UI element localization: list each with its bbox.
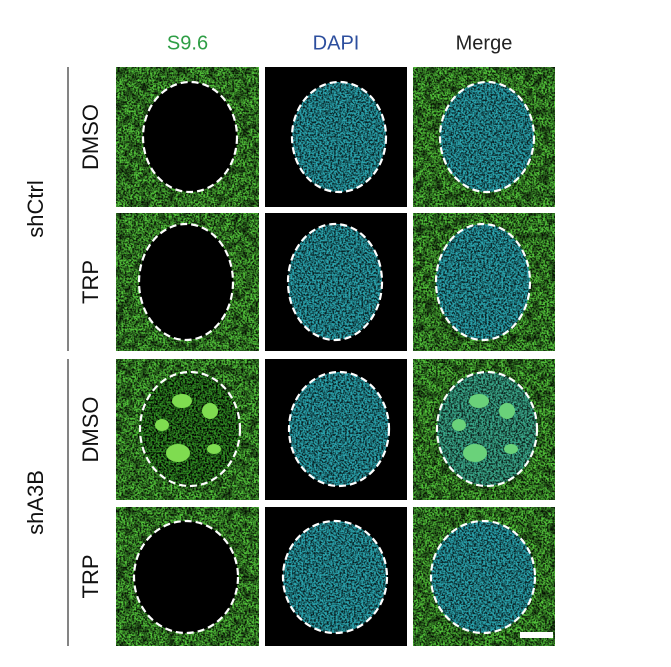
- row-label: TRP: [78, 260, 103, 304]
- nucleus-texture: [289, 372, 389, 486]
- rna-dna-foci: [202, 403, 218, 419]
- rna-dna-foci: [172, 394, 192, 408]
- nucleus-outline: [281, 519, 389, 635]
- micrograph-panel: [413, 67, 555, 207]
- nucleus-outline: [438, 80, 536, 194]
- micrograph-panel: [413, 359, 555, 500]
- nucleus-texture: [431, 521, 535, 633]
- group-label: shCtrl: [23, 180, 48, 237]
- nucleus-outline: [435, 370, 539, 488]
- column-header: Merge: [456, 32, 513, 54]
- nucleus-texture: [436, 224, 530, 340]
- nucleus-texture: [292, 82, 386, 192]
- micrograph-panel: [265, 507, 407, 646]
- scale-bar: [520, 632, 553, 638]
- micrograph-panel: [116, 213, 259, 351]
- rna-dna-foci: [207, 444, 221, 454]
- micrograph-panel: [116, 507, 259, 646]
- rna-dna-foci: [166, 444, 190, 462]
- micrograph-panel: [413, 213, 555, 351]
- row-label: DMSO: [78, 104, 103, 170]
- micrograph-panel: [413, 507, 555, 646]
- nucleus-outline: [290, 80, 388, 194]
- column-header: DAPI: [313, 32, 360, 54]
- nucleus: [134, 521, 238, 633]
- micrograph-panel: [265, 67, 407, 207]
- nucleus-outline: [132, 519, 240, 635]
- nucleus-outline: [137, 222, 235, 342]
- nucleus-texture: [283, 521, 387, 633]
- nucleus-outline: [287, 370, 391, 488]
- rna-dna-foci: [155, 419, 169, 431]
- row-label: TRP: [78, 555, 103, 599]
- rna-dna-foci: [463, 444, 487, 462]
- nucleus-outline: [141, 80, 239, 194]
- rna-dna-foci: [452, 419, 466, 431]
- nucleus: [143, 82, 237, 192]
- column-header: S9.6: [167, 32, 208, 54]
- nucleus-outline: [138, 370, 242, 488]
- micrograph-panel: [265, 359, 407, 500]
- nucleus-outline: [434, 222, 532, 342]
- micrograph-panel: [265, 213, 407, 351]
- nucleus-texture: [288, 224, 382, 340]
- rna-dna-foci: [499, 403, 515, 419]
- rna-dna-foci: [469, 394, 489, 408]
- micrograph-panel: [116, 67, 259, 207]
- nucleus: [139, 224, 233, 340]
- micrograph-panel: [116, 359, 259, 500]
- nucleus-texture: [140, 372, 240, 486]
- rna-dna-foci: [504, 444, 518, 454]
- group-label: shA3B: [23, 470, 48, 535]
- nucleus-outline: [286, 222, 384, 342]
- nucleus-texture: [440, 82, 534, 192]
- row-label: DMSO: [78, 397, 103, 463]
- nucleus-outline: [429, 519, 537, 635]
- nucleus-texture: [437, 372, 537, 486]
